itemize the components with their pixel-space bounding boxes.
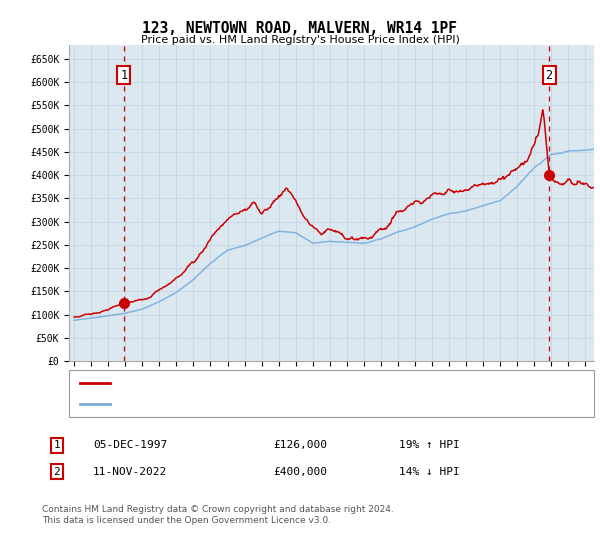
Text: 14% ↓ HPI: 14% ↓ HPI xyxy=(399,466,460,477)
Text: 123, NEWTOWN ROAD, MALVERN, WR14 1PF: 123, NEWTOWN ROAD, MALVERN, WR14 1PF xyxy=(143,21,458,36)
Text: 2: 2 xyxy=(53,466,61,477)
Text: 2: 2 xyxy=(545,68,553,82)
Text: £126,000: £126,000 xyxy=(273,440,327,450)
Text: 19% ↑ HPI: 19% ↑ HPI xyxy=(399,440,460,450)
Text: 05-DEC-1997: 05-DEC-1997 xyxy=(93,440,167,450)
Text: Contains HM Land Registry data © Crown copyright and database right 2024.
This d: Contains HM Land Registry data © Crown c… xyxy=(42,505,394,525)
Text: 1: 1 xyxy=(121,68,127,82)
Text: Price paid vs. HM Land Registry's House Price Index (HPI): Price paid vs. HM Land Registry's House … xyxy=(140,35,460,45)
Text: 11-NOV-2022: 11-NOV-2022 xyxy=(93,466,167,477)
Text: £400,000: £400,000 xyxy=(273,466,327,477)
Text: 1: 1 xyxy=(53,440,61,450)
Text: HPI: Average price, detached house, Malvern Hills: HPI: Average price, detached house, Malv… xyxy=(114,399,408,409)
Text: 123, NEWTOWN ROAD, MALVERN, WR14 1PF (detached house): 123, NEWTOWN ROAD, MALVERN, WR14 1PF (de… xyxy=(114,378,432,388)
